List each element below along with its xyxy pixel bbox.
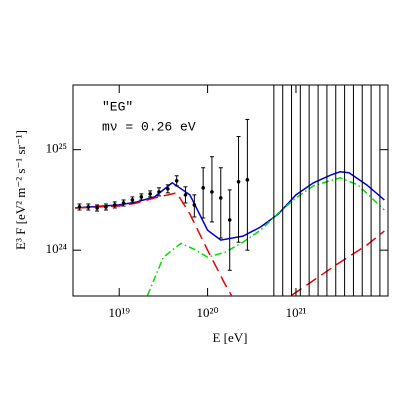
data-point <box>148 192 152 196</box>
legend-entry: mν = 0.26 eV <box>102 119 196 134</box>
y-tick-label: 10²⁵ <box>46 141 67 156</box>
plot-frame <box>72 84 389 297</box>
data-point <box>77 205 82 209</box>
x-tick-label: 10¹⁹ <box>108 305 130 320</box>
x-axis-label: E [eV] <box>212 330 247 345</box>
data-point <box>227 218 232 222</box>
data-point <box>86 205 91 209</box>
data-point <box>174 179 179 183</box>
data-point <box>218 196 223 200</box>
data-point <box>95 206 99 210</box>
curve <box>74 191 385 296</box>
data-point <box>166 187 170 191</box>
data-point <box>201 186 205 190</box>
data-point <box>236 179 241 184</box>
data-point <box>183 193 188 197</box>
data-point <box>210 190 214 194</box>
data-point <box>157 190 161 194</box>
data-point <box>245 178 250 182</box>
x-tick-label: 10²¹ <box>286 305 307 320</box>
x-tick-label: 10²⁰ <box>197 305 219 320</box>
curve <box>146 177 385 296</box>
curve <box>74 170 385 241</box>
plot-area <box>74 85 385 296</box>
data-point <box>104 205 108 209</box>
data-point <box>112 203 117 207</box>
data-point <box>130 198 135 202</box>
data-point <box>121 201 126 205</box>
y-axis-label: E³ F [eV² m⁻² s⁻¹ sr⁻¹] <box>13 130 28 250</box>
data-point <box>139 195 144 199</box>
y-tick-label: 10²⁴ <box>46 241 68 256</box>
legend-entry: "EG" <box>102 99 133 114</box>
data-point <box>192 203 197 207</box>
